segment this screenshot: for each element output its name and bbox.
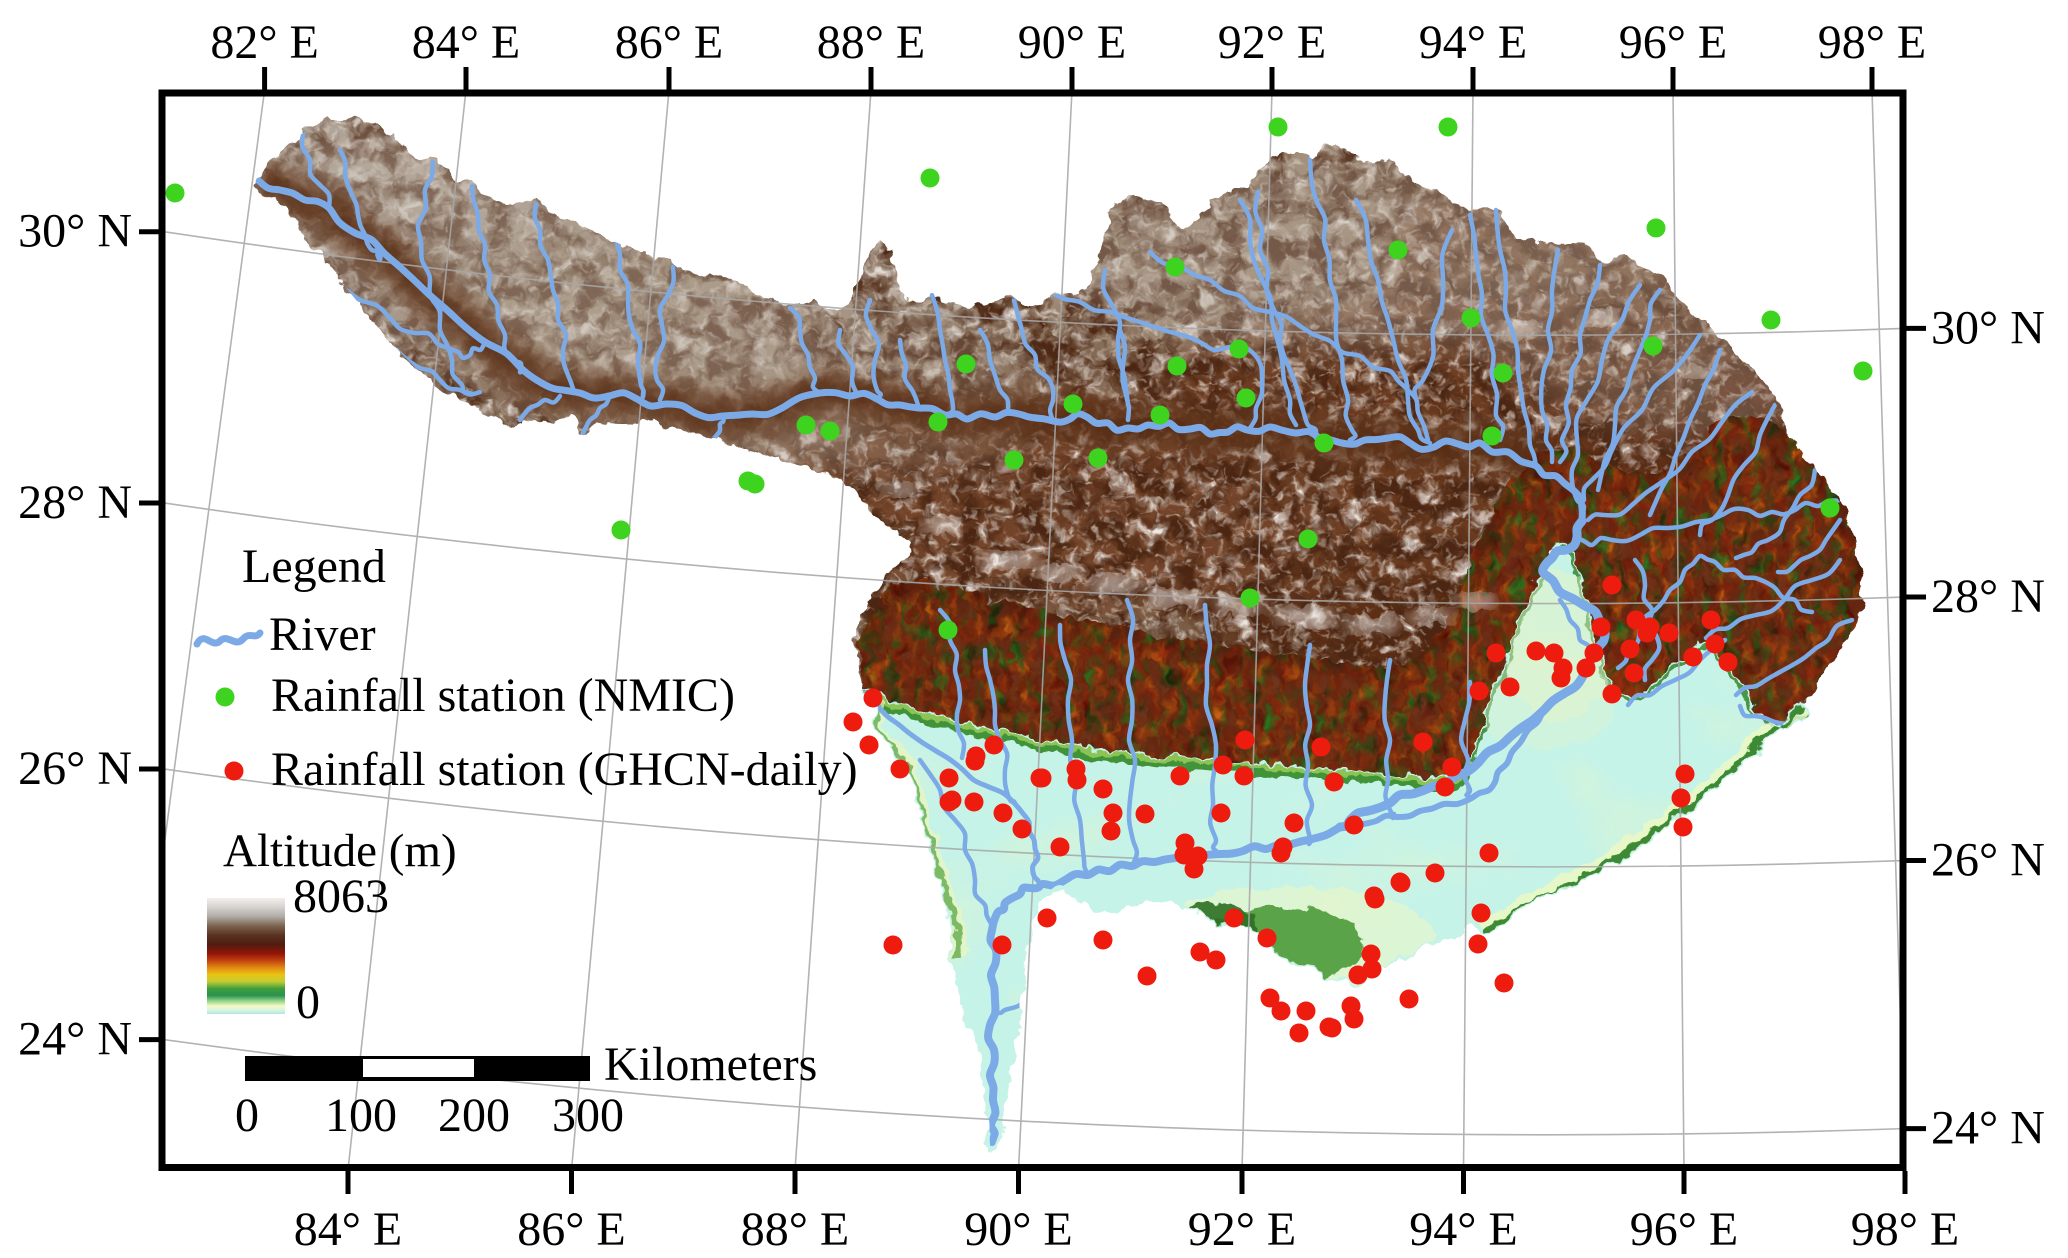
svg-text:96° E: 96° E [1619, 16, 1728, 69]
svg-text:82° E: 82° E [210, 16, 319, 69]
svg-text:92° E: 92° E [1188, 1203, 1297, 1256]
svg-text:24° N: 24° N [1931, 1102, 2045, 1155]
svg-text:84° E: 84° E [294, 1203, 403, 1256]
svg-text:28° N: 28° N [18, 476, 132, 529]
svg-text:200: 200 [438, 1089, 510, 1142]
svg-text:8063: 8063 [293, 870, 389, 923]
svg-text:88° E: 88° E [741, 1203, 850, 1256]
svg-text:98° E: 98° E [1851, 1203, 1960, 1256]
svg-text:26° N: 26° N [1931, 833, 2045, 886]
svg-text:84° E: 84° E [412, 16, 521, 69]
svg-text:86° E: 86° E [517, 1203, 626, 1256]
svg-text:30° N: 30° N [18, 205, 132, 258]
svg-text:86° E: 86° E [615, 16, 724, 69]
svg-text:26° N: 26° N [18, 742, 132, 795]
svg-text:300: 300 [552, 1089, 624, 1142]
svg-text:Altitude (m): Altitude (m) [223, 825, 457, 877]
svg-text:98° E: 98° E [1818, 16, 1927, 69]
svg-text:Rainfall station (NMIC): Rainfall station (NMIC) [271, 669, 735, 722]
svg-text:90° E: 90° E [1018, 16, 1127, 69]
svg-text:Rainfall station (GHCN-daily): Rainfall station (GHCN-daily) [271, 743, 858, 796]
svg-text:94° E: 94° E [1409, 1203, 1518, 1256]
svg-text:88° E: 88° E [817, 16, 926, 69]
svg-text:100: 100 [325, 1089, 397, 1142]
svg-text:0: 0 [296, 976, 320, 1029]
svg-text:92° E: 92° E [1218, 16, 1327, 69]
svg-text:24° N: 24° N [18, 1013, 132, 1066]
svg-text:Legend: Legend [242, 540, 386, 593]
svg-text:Kilometers: Kilometers [604, 1038, 817, 1091]
svg-text:96° E: 96° E [1630, 1203, 1739, 1256]
svg-text:River: River [269, 608, 376, 661]
svg-text:90° E: 90° E [964, 1203, 1073, 1256]
svg-text:28° N: 28° N [1931, 570, 2045, 623]
svg-text:0: 0 [235, 1089, 259, 1142]
svg-text:30° N: 30° N [1931, 301, 2045, 354]
svg-text:94° E: 94° E [1419, 16, 1528, 69]
